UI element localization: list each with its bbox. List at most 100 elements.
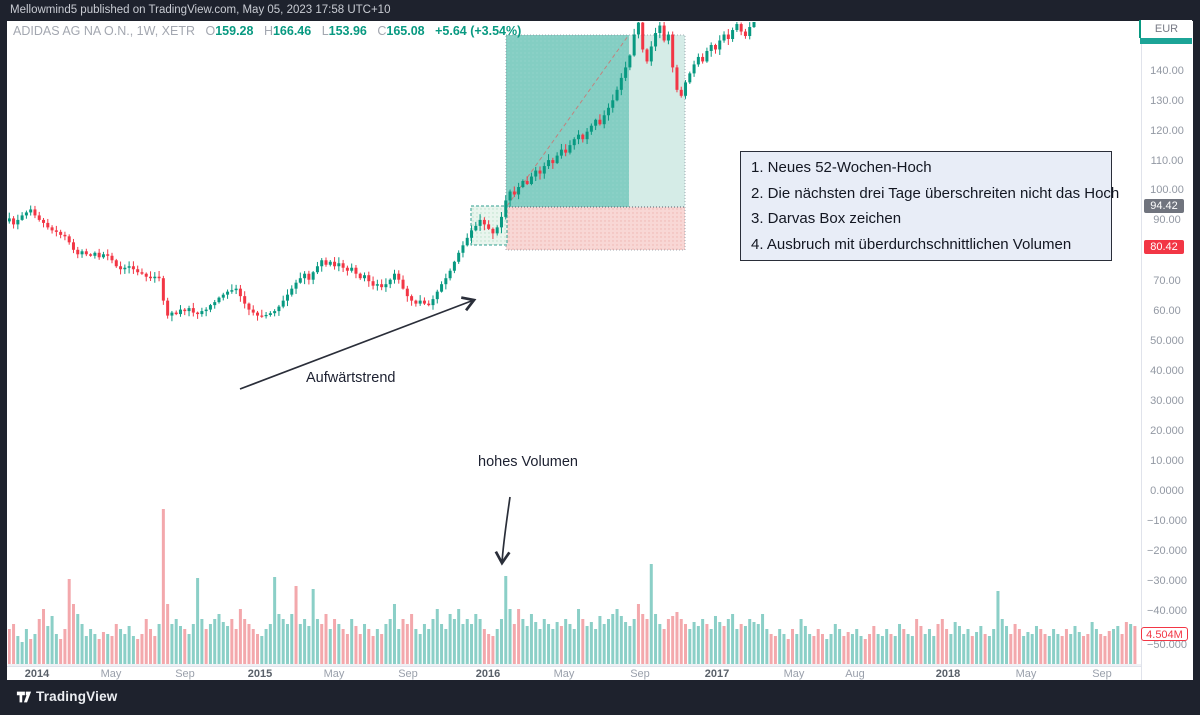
candle-body bbox=[76, 249, 80, 255]
candle-body bbox=[273, 311, 277, 314]
candle-body bbox=[110, 255, 114, 261]
candle-body bbox=[684, 82, 688, 96]
volume-bar bbox=[363, 624, 367, 664]
volume-bar bbox=[414, 629, 418, 664]
volume-bar bbox=[384, 624, 388, 664]
volume-bar bbox=[1052, 629, 1056, 664]
volume-bar bbox=[444, 629, 448, 664]
candle-body bbox=[251, 309, 255, 313]
volume-bar bbox=[290, 614, 294, 664]
volume-bar bbox=[966, 629, 970, 664]
candle-wick bbox=[141, 268, 143, 275]
volume-bar bbox=[273, 577, 277, 664]
price-tick-label: 0.0000 bbox=[1150, 485, 1184, 497]
candle-body bbox=[452, 261, 456, 271]
candle-body bbox=[16, 219, 20, 225]
volume-bar bbox=[358, 634, 362, 664]
volume-bar bbox=[957, 626, 961, 664]
candle-wick bbox=[419, 295, 421, 306]
volume-bar bbox=[149, 629, 153, 664]
volume-bar bbox=[63, 629, 67, 664]
candle-body bbox=[692, 64, 696, 74]
currency-tab[interactable]: EUR bbox=[1139, 20, 1192, 38]
candle-body bbox=[67, 236, 71, 243]
candle-body bbox=[542, 166, 546, 174]
volume-bar bbox=[594, 629, 598, 664]
candle-body bbox=[628, 55, 632, 68]
candle-body bbox=[311, 272, 315, 280]
tradingview-logo-icon[interactable] bbox=[16, 689, 32, 705]
candle-body bbox=[178, 309, 182, 315]
volume-bar bbox=[50, 616, 54, 664]
volume-bar bbox=[200, 619, 204, 664]
volume-bar bbox=[786, 639, 790, 664]
volume-bar bbox=[470, 624, 474, 664]
candle-body bbox=[641, 22, 645, 50]
tradingview-brand-link[interactable]: TradingView bbox=[36, 689, 118, 704]
candle-body bbox=[735, 24, 739, 31]
candle-body bbox=[435, 291, 439, 300]
published-header: Mellowmind5 published on TradingView.com… bbox=[0, 0, 1200, 21]
published-header-text: Mellowmind5 published on TradingView.com… bbox=[10, 4, 391, 16]
volume-bar bbox=[1069, 634, 1073, 664]
volume-bar bbox=[940, 619, 944, 664]
price-tick-label: −40.000 bbox=[1146, 605, 1188, 617]
candle-body bbox=[285, 294, 289, 301]
volume-bar bbox=[748, 619, 752, 664]
volume-bar bbox=[906, 634, 910, 664]
candle-body bbox=[405, 288, 409, 297]
volume-bar bbox=[1077, 632, 1081, 664]
candle-body bbox=[499, 216, 503, 228]
candle-body bbox=[307, 273, 311, 280]
candle-body bbox=[358, 273, 362, 279]
candle-body bbox=[264, 314, 268, 317]
volume-bar bbox=[927, 629, 931, 664]
volume-bar bbox=[534, 622, 538, 664]
volume-bar bbox=[1082, 636, 1086, 664]
volume-bar bbox=[157, 624, 161, 664]
candle-wick bbox=[552, 157, 554, 169]
candle-body bbox=[392, 273, 396, 280]
volume-bar bbox=[1017, 629, 1021, 664]
candle-body bbox=[422, 300, 426, 304]
candle-body bbox=[461, 245, 465, 253]
volume-bar bbox=[1005, 626, 1009, 664]
volume-bar bbox=[238, 609, 242, 664]
candle-wick bbox=[257, 310, 259, 321]
candle-body bbox=[487, 224, 491, 229]
volume-bar bbox=[367, 629, 371, 664]
symbol-legend[interactable]: ADIDAS AG NA O.N., 1W, XETR O159.28 H166… bbox=[13, 24, 521, 38]
volume-bar bbox=[735, 629, 739, 664]
strategy-note-line-2: 2. Die nächsten drei Tage überschreiten … bbox=[751, 184, 1120, 202]
volume-bar bbox=[1073, 626, 1077, 664]
candle-body bbox=[465, 237, 469, 246]
volume-bar bbox=[29, 639, 33, 664]
volume-bar bbox=[1116, 626, 1120, 664]
volume-bar bbox=[478, 619, 482, 664]
price-tick-label: 60.00 bbox=[1153, 305, 1181, 317]
volume-bar bbox=[101, 632, 105, 664]
candle-body bbox=[363, 275, 367, 279]
volume-arrow-label: hohes Volumen bbox=[478, 454, 578, 470]
price-tick-label: 110.00 bbox=[1150, 155, 1184, 167]
volume-bar bbox=[1060, 636, 1064, 664]
candle-wick bbox=[526, 176, 528, 185]
price-badge-9442: 94.42 bbox=[1144, 199, 1184, 213]
price-chart-canvas[interactable] bbox=[8, 22, 1141, 666]
volume-bar bbox=[183, 629, 187, 664]
candle-body bbox=[42, 219, 46, 223]
candle-body bbox=[208, 305, 212, 310]
candle-body bbox=[260, 315, 264, 317]
volume-bar bbox=[277, 614, 281, 664]
volume-bar bbox=[405, 624, 409, 664]
price-tick-label: 100.00 bbox=[1150, 184, 1184, 196]
volume-bar bbox=[975, 632, 979, 664]
candle-body bbox=[337, 263, 341, 267]
candle-body bbox=[615, 89, 619, 101]
volume-bar bbox=[512, 624, 516, 664]
volume-bar bbox=[619, 616, 623, 664]
volume-bar bbox=[46, 626, 50, 664]
candle-body bbox=[89, 254, 93, 256]
candle-body bbox=[585, 131, 589, 140]
